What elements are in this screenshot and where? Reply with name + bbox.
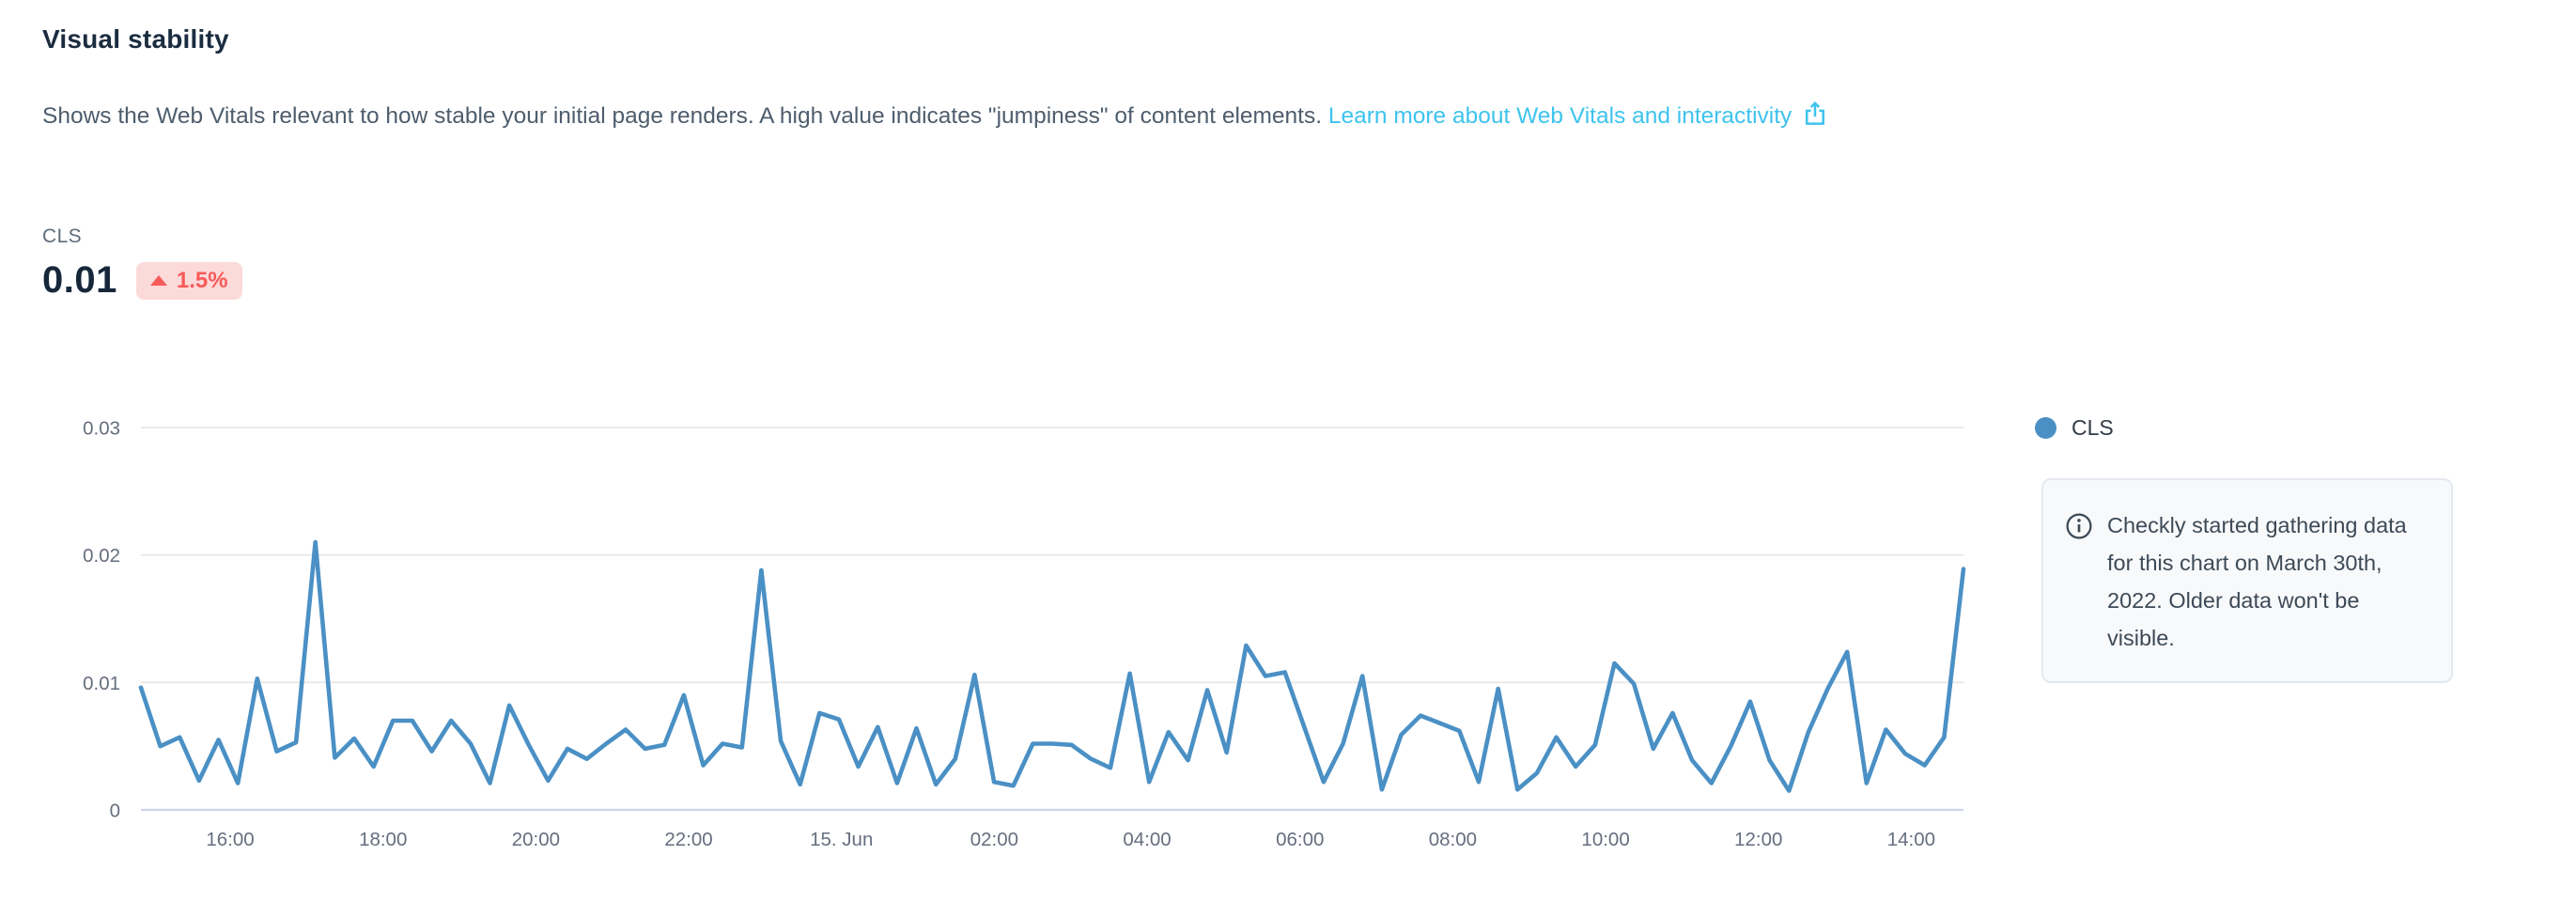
- x-tick-label: 02:00: [970, 829, 1018, 850]
- x-tick-label: 16:00: [206, 829, 254, 850]
- description-text: Shows the Web Vitals relevant to how sta…: [42, 103, 1328, 129]
- metric-row: 0.01 1.5%: [42, 259, 242, 302]
- cls-chart-area[interactable]: 0 0.01 0.02 0.03 16:00 18:00 20:00 22:00 15. Jun…: [0, 404, 2010, 874]
- x-tick-label: 15. Jun: [810, 829, 873, 850]
- panel-description: Shows the Web Vitals relevant to how sta…: [42, 98, 1931, 140]
- y-tick-label: 0: [110, 801, 120, 822]
- delta-value: 1.5%: [176, 267, 228, 293]
- x-tick-label: 10:00: [1581, 829, 1629, 850]
- info-note-text: Checkly started gathering data for this …: [2107, 513, 2407, 650]
- cls-line-chart[interactable]: 0 0.01 0.02 0.03 16:00 18:00 20:00 22:00 15. Jun…: [0, 404, 2010, 874]
- info-note: Checkly started gathering data for this …: [2041, 478, 2453, 683]
- y-tick-label: 0.02: [83, 545, 120, 567]
- x-tick-label: 08:00: [1429, 829, 1477, 850]
- cls-series-line[interactable]: [138, 539, 1966, 793]
- x-tick-label: 18:00: [359, 829, 407, 850]
- legend-item-cls[interactable]: CLS: [2035, 415, 2114, 441]
- delta-badge: 1.5%: [135, 261, 242, 300]
- learn-more-link[interactable]: Learn more about Web Vitals and interact…: [1327, 101, 1829, 129]
- x-tick-label: 20:00: [512, 829, 560, 850]
- x-tick-label: 14:00: [1887, 829, 1935, 850]
- y-tick-label: 0.01: [83, 673, 120, 694]
- arrow-up-icon: [149, 275, 167, 286]
- info-icon: [2064, 511, 2094, 657]
- legend-marker-icon: [2035, 417, 2056, 439]
- metric-label: CLS: [42, 226, 83, 247]
- x-tick-label: 22:00: [664, 829, 712, 850]
- y-tick-label: 0.03: [83, 417, 120, 439]
- x-tick-label: 06:00: [1276, 829, 1324, 850]
- learn-more-label: Learn more about Web Vitals and interact…: [1327, 103, 1792, 129]
- legend-label: CLS: [2072, 415, 2114, 440]
- x-tick-label: 12:00: [1734, 829, 1782, 850]
- share-icon: [1801, 100, 1829, 140]
- x-tick-label: 04:00: [1123, 829, 1171, 850]
- panel-title: Visual stability: [42, 24, 229, 54]
- metric-value: 0.01: [42, 259, 117, 301]
